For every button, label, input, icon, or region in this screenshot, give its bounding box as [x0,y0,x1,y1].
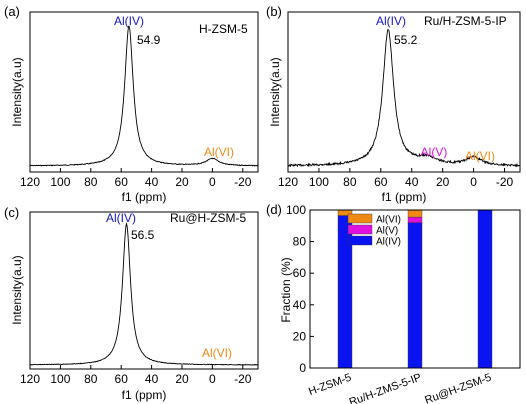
panel-a-x-axis-label: f1 (ppm) [122,190,167,204]
panel-a-alvi-peak-label: Al(VI) [204,145,234,159]
panel-a-spectrum-path [29,25,259,167]
panel-c-x-tick-label: 100 [50,372,70,386]
panel-b-alv-peak-label: Al(V) [421,145,448,159]
panel-a-x-tick-label: 40 [145,175,159,189]
panel-d-y-tick-label: 0 [299,361,306,375]
panel-a-sample-label: H-ZSM-5 [199,22,248,36]
panel-b-spectrum-path [287,28,521,168]
panel-a-x-tick-label: 100 [50,175,70,189]
panel-c-sample-label: Ru@H-ZSM-5 [170,211,247,225]
panel-c-x-axis-label: f1 (ppm) [122,388,167,402]
panel-d-y-tick-label: 20 [293,329,307,343]
panel-a-label: (a) [4,4,20,19]
panel-a-spectrum-line [29,25,259,167]
panel-b-plot-frame [287,11,521,173]
panel-c-spectrum-path [29,222,259,366]
panel-a-x-ticks: 120 100 80 60 40 20 0 -20 [20,168,252,189]
panel-d-y-ticks: 0 20 40 60 80 100 [286,203,314,375]
panel-d-label: (d) [266,202,282,217]
panel-c-x-tick-label: 0 [209,372,216,386]
panel-c-aliv-shift-value: 56.5 [131,228,155,242]
panel-c-aliv-peak-label: Al(IV) [106,211,136,225]
panel-c-x-tick-label: 60 [115,372,129,386]
panel-b-x-tick-label: 60 [374,175,388,189]
panel-c-x-tick-label: 120 [20,372,40,386]
panel-d-plot-frame [309,209,521,369]
panel-c-x-tick-label: -20 [234,372,252,386]
bar-alvi-2 [407,209,423,218]
panel-c: (c) 120 100 80 60 40 20 0 -20 f1 (ppm) Intensit… [4,205,259,402]
panel-a-x-tick-label: 20 [175,175,189,189]
panel-a-aliv-shift-value: 54.9 [137,33,161,47]
panel-a-plot-frame [29,11,259,173]
panel-b-alvi-peak-label: Al(VI) [465,149,495,163]
bar-alv-2 [407,216,423,223]
panel-b-x-tick-label: 20 [436,175,450,189]
panel-c-x-tick-label: 80 [84,372,98,386]
panel-d-y-tick-label: 80 [293,235,307,249]
panel-b-label: (b) [266,4,282,19]
panel-c-x-tick-label: 40 [145,372,159,386]
panel-b-sample-label: Ru/H-ZSM-5-IP [424,14,507,28]
panel-d-y-tick-label: 100 [286,203,306,217]
legend-swatch-alvi [347,213,373,224]
legend-swatch-aliv [347,235,373,246]
panel-b-x-tick-label: -20 [496,175,514,189]
panel-d-y-axis-label: Fraction (%) [279,257,293,322]
panel-a-x-tick-label: -20 [234,175,252,189]
panel-d-legend: Al(VI)Al(V)Al(IV) [347,213,401,248]
panel-b-spectrum-line [287,28,521,168]
panel-a-y-axis-label: Intensity(a.u) [10,57,24,126]
panel-c-plot-frame [29,211,259,370]
panel-a-x-tick-label: 120 [20,175,40,189]
panel-a-x-tick-label: 0 [209,175,216,189]
panel-b-x-tick-label: 120 [278,175,298,189]
panel-d-y-tick-label: 40 [293,298,307,312]
legend-label-alv: Al(V) [376,226,398,237]
panel-b-x-tick-label: 80 [343,175,357,189]
panel-a: (a) 120 100 80 60 40 20 0 -20 f1 (ppm) Intensit… [4,4,259,204]
panel-c-x-tick-label: 20 [175,372,189,386]
panel-b: (b) 120 100 80 60 40 20 0 -20 f1 (ppm) Intensit… [266,4,521,204]
panel-b-x-tick-label: 0 [470,175,477,189]
legend-label-alvi: Al(VI) [376,215,401,226]
legend-swatch-alv [347,224,373,235]
panel-b-x-tick-label: 100 [309,175,329,189]
panel-b-aliv-peak-label: Al(IV) [376,14,406,28]
panel-b-x-ticks: 120 100 80 60 40 20 0 -20 [278,168,514,189]
panel-b-aliv-shift-value: 55.2 [394,33,418,47]
panel-d-y-tick-label: 60 [293,266,307,280]
legend-label-aliv: Al(IV) [376,237,401,248]
panel-c-alvi-peak-label: Al(VI) [202,346,232,360]
panel-b-x-tick-label: 40 [405,175,419,189]
panel-c-label: (c) [4,205,19,220]
panel-c-x-ticks: 120 100 80 60 40 20 0 -20 [20,365,252,386]
panel-a-x-tick-label: 60 [115,175,129,189]
panel-b-x-axis-label: f1 (ppm) [382,190,427,204]
panel-b-y-axis-label: Intensity(a.u) [268,57,282,126]
panel-c-spectrum-line [29,222,259,366]
panel-a-aliv-peak-label: Al(IV) [114,14,144,28]
panel-a-x-tick-label: 80 [84,175,98,189]
bar-aliv-2 [407,222,423,369]
panel-c-y-axis-label: Intensity(a.u) [10,255,24,324]
bar-aliv-3 [477,209,493,369]
